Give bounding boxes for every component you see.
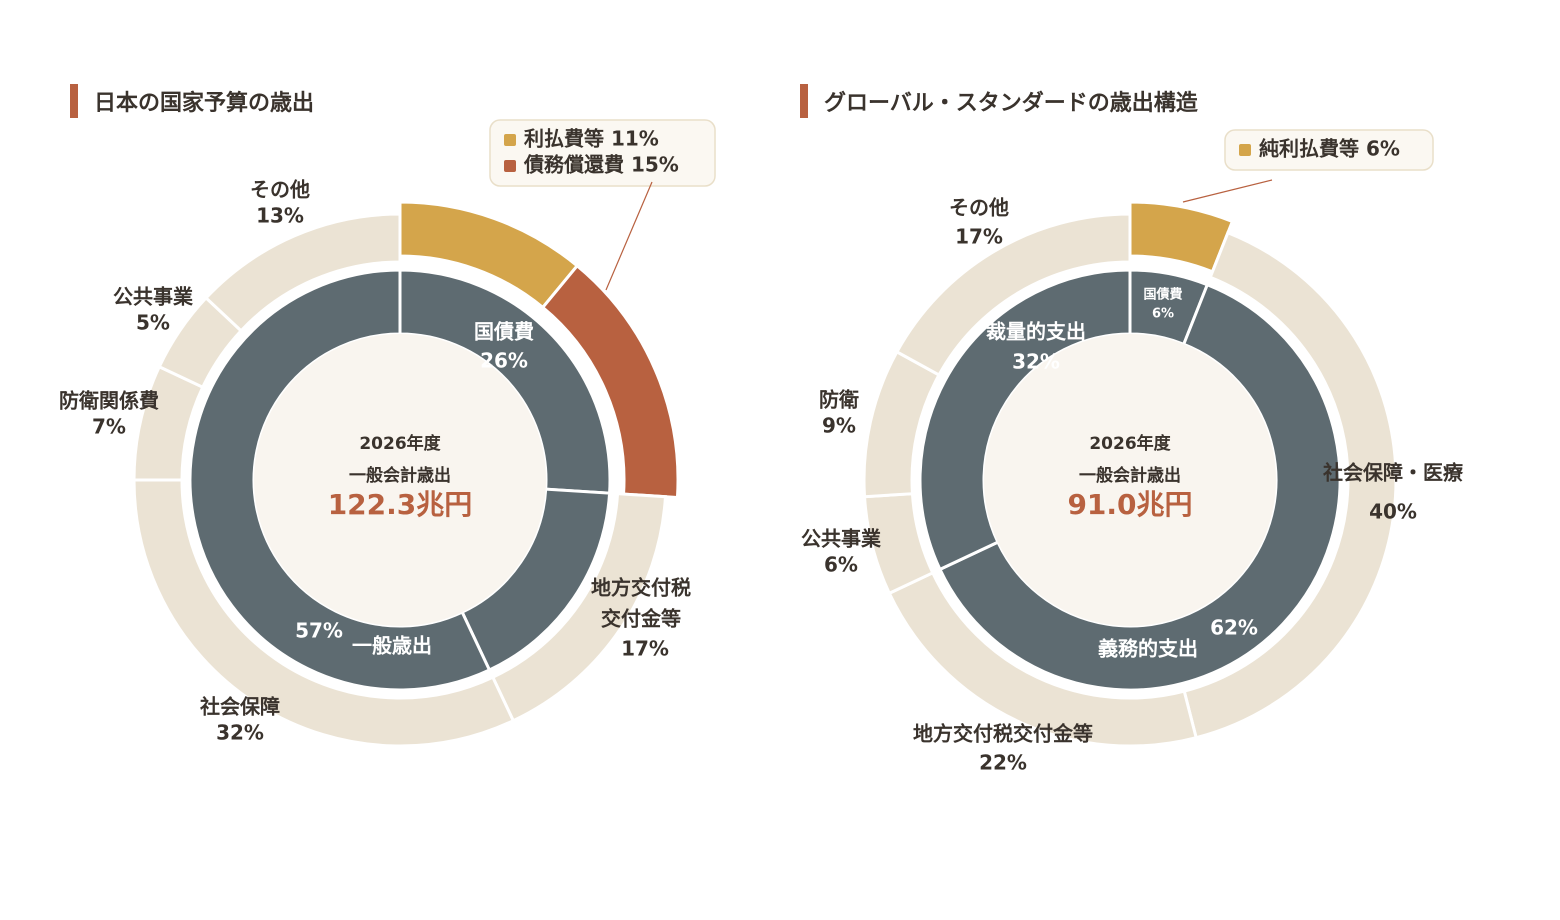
label-global-koukyou-name: 公共事業 — [801, 527, 882, 551]
label-global-kokusaihi-pct: 6% — [1152, 307, 1174, 322]
legend-box-global — [1224, 129, 1434, 171]
label-japan-koukyou-pct: 5% — [136, 311, 170, 335]
legend-swatch — [504, 160, 516, 172]
center-disc-global — [984, 334, 1276, 626]
center-disc-japan — [254, 334, 546, 626]
legend-box-japan — [489, 119, 716, 187]
legend-label: 利払費等 11% — [524, 127, 659, 151]
center-year-global: 2026年度 — [1089, 433, 1171, 454]
label-global-koukyou-pct: 6% — [824, 553, 858, 577]
legend-leader-line — [1182, 179, 1273, 203]
label-global-shakaihosho-pct: 40% — [1369, 500, 1417, 524]
outer-arc-japan-1 — [540, 263, 680, 500]
label-global-boei-name: 防衛 — [819, 388, 859, 412]
label-japan-chihou-pct: 17% — [621, 637, 669, 661]
legend-leader-line — [605, 181, 653, 291]
label-global-sairyou-pct: 32% — [1012, 350, 1060, 374]
chart-title-global: グローバル・スタンダードの歳出構造 — [800, 84, 1198, 118]
label-global-chihou-pct: 22% — [979, 751, 1027, 775]
label-global-chihou-name: 地方交付税交付金等 — [913, 722, 1093, 746]
legend-label: 債務償還費 15% — [523, 153, 679, 177]
legend-label: 純利払費等 6% — [1259, 137, 1400, 161]
label-japan-chihou-name2: 交付金等 — [601, 607, 681, 631]
label-japan-shakaihosho-name: 社会保障 — [199, 695, 280, 719]
label-japan-kokusaihi-pct: 26% — [480, 349, 528, 373]
label-japan-ippansaishutsu-name: 一般歳出 — [352, 634, 432, 658]
outer-arc-global-5 — [894, 212, 1132, 378]
chart-title-japan: 日本の国家予算の歳出 — [70, 84, 314, 118]
label-global-shakaihosho-name: 社会保障・医療 — [1322, 461, 1463, 485]
label-global-sonota-pct: 17% — [955, 225, 1003, 249]
label-global-sairyou-name: 裁量的支出 — [986, 320, 1086, 344]
label-japan-kokusaihi-name: 国債費 — [474, 320, 534, 344]
label-japan-chihou-name1: 地方交付税 — [591, 576, 691, 600]
chart-title-japan-text: 日本の国家予算の歳出 — [94, 91, 315, 116]
title-accent-bar — [800, 84, 808, 118]
label-global-gimu-pct: 62% — [1210, 616, 1258, 640]
center-year-japan: 2026年度 — [359, 433, 441, 454]
legend-swatch — [504, 134, 516, 146]
label-japan-koukyou-name: 公共事業 — [113, 285, 194, 309]
center-subtitle-japan: 一般会計歳出 — [349, 465, 451, 486]
center-subtitle-global: 一般会計歳出 — [1079, 465, 1181, 486]
chart-title-global-text: グローバル・スタンダードの歳出構造 — [824, 91, 1198, 116]
label-global-sonota-name: その他 — [949, 196, 1009, 220]
label-japan-boei-name: 防衛関係費 — [59, 389, 159, 413]
label-japan-boei-pct: 7% — [92, 415, 126, 439]
label-global-gimu-name: 義務的支出 — [1098, 637, 1198, 661]
label-japan-shakaihosho-pct: 32% — [216, 721, 264, 745]
outer-arc-global-1 — [1182, 230, 1398, 740]
label-global-kokusaihi-name: 国債費 — [1143, 287, 1182, 303]
outer-arc-japan-6 — [203, 212, 402, 333]
center-total-global: 91.0兆円 — [1067, 488, 1192, 521]
center-total-japan: 122.3兆円 — [328, 488, 473, 521]
label-global-boei-pct: 9% — [822, 414, 856, 438]
title-accent-bar — [70, 84, 78, 118]
legend-swatch — [1239, 144, 1251, 156]
label-japan-sonota-name: その他 — [250, 178, 310, 202]
label-japan-ippansaishutsu-pct: 57% — [295, 619, 343, 643]
label-japan-sonota-pct: 13% — [256, 204, 304, 228]
